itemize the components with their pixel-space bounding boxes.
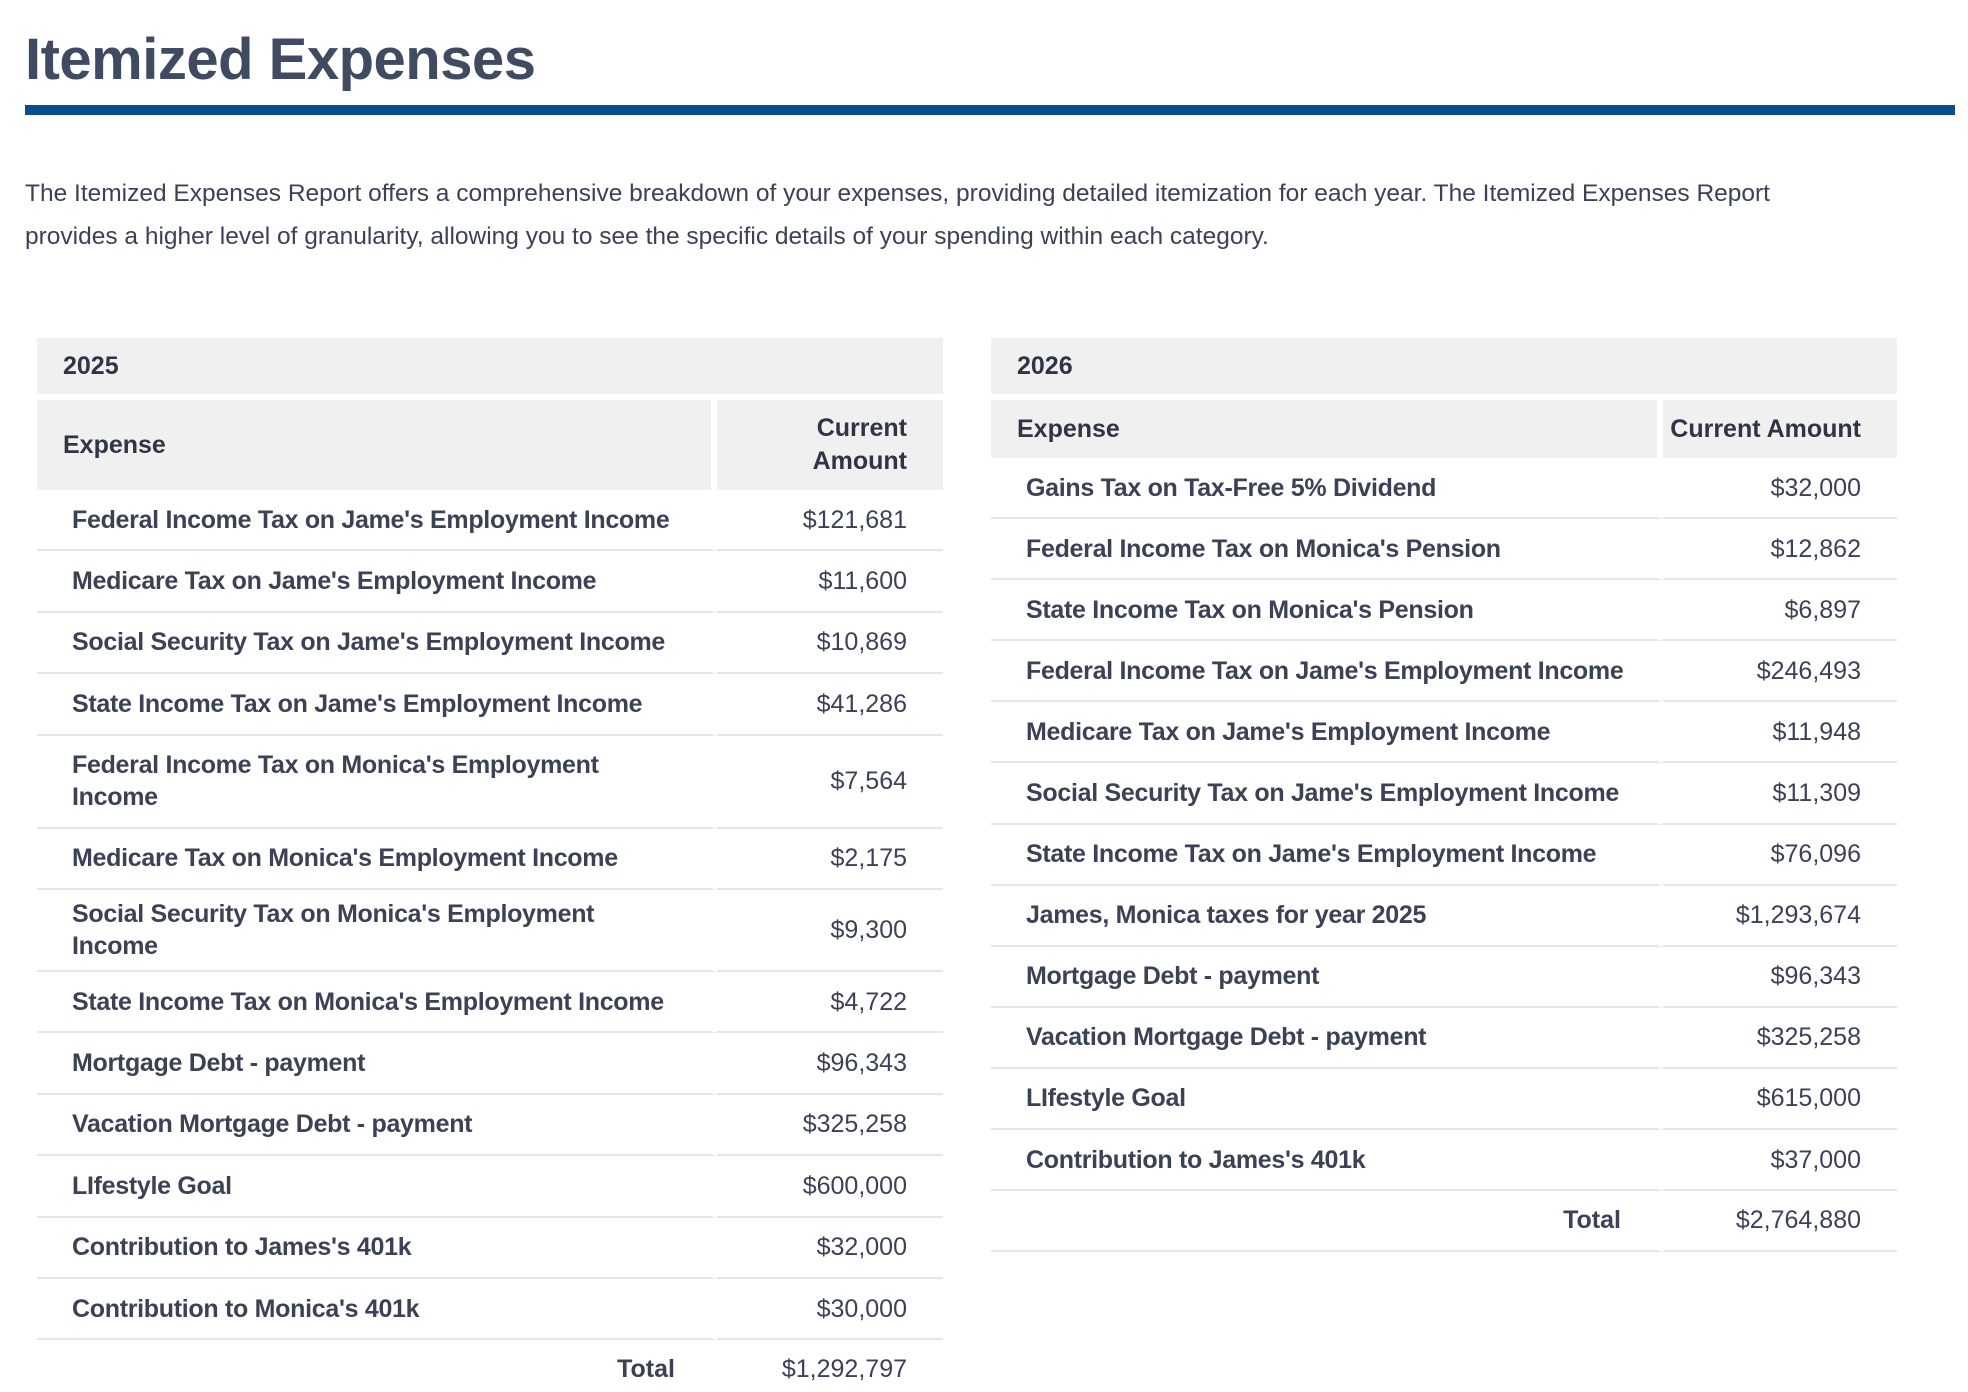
table-row: State Income Tax on Jame's Employment In… (37, 674, 943, 736)
table-year-label: 2025 (37, 338, 943, 394)
expense-name-cell: James, Monica taxes for year 2025 (991, 885, 1663, 947)
expense-amount-cell: $32,000 (717, 1218, 943, 1279)
table-header-row: Expense Current Amount (37, 400, 943, 490)
expense-name-cell: Medicare Tax on Jame's Employment Income (37, 551, 717, 613)
total-value: $1,292,797 (717, 1340, 943, 1392)
table-row: Contribution to Monica's 401k $30,000 (37, 1278, 943, 1341)
expense-name-cell: Medicare Tax on Monica's Employment Inco… (37, 828, 717, 890)
expense-amount-cell: $32,000 (1663, 458, 1897, 520)
expense-name-cell: Contribution to James's 401k (991, 1130, 1663, 1192)
expense-amount-cell: $246,493 (1663, 641, 1897, 703)
expense-amount-cell: $7,564 (717, 736, 943, 829)
total-value: $2,764,880 (1663, 1191, 1897, 1253)
expense-amount-cell: $76,096 (1663, 825, 1897, 886)
expense-name-cell: Social Security Tax on Jame's Employment… (991, 763, 1663, 825)
table-year-row: 2025 (37, 338, 943, 394)
expense-name-cell: Medicare Tax on Jame's Employment Income (991, 702, 1663, 764)
table-row: Medicare Tax on Jame's Employment Income… (37, 551, 943, 613)
expense-amount-cell: $325,258 (717, 1095, 943, 1157)
table-year-label: 2026 (991, 338, 1897, 394)
expense-name-cell: Mortgage Debt - payment (991, 946, 1663, 1008)
expense-amount-cell: $41,286 (717, 674, 943, 736)
expenses-table-2026: 2026 Expense Current Amount Gains Tax on… (991, 338, 1897, 1253)
column-header-expense: Expense (37, 400, 717, 490)
table-row: Federal Income Tax on Monica's Employmen… (37, 735, 943, 829)
expense-name-cell: Gains Tax on Tax-Free 5% Dividend (991, 458, 1663, 520)
expense-amount-cell: $96,343 (1663, 947, 1897, 1008)
page-title: Itemized Expenses (25, 27, 536, 92)
expense-amount-cell: $4,722 (717, 972, 943, 1034)
expense-amount-cell: $30,000 (717, 1279, 943, 1341)
table-row: Medicare Tax on Monica's Employment Inco… (37, 828, 943, 890)
table-row: State Income Tax on Monica's Employment … (37, 971, 943, 1034)
table-row: Federal Income Tax on Monica's Pension $… (991, 519, 1897, 581)
table-row: Federal Income Tax on Jame's Employment … (37, 490, 943, 552)
table-row: State Income Tax on Monica's Pension $6,… (991, 580, 1897, 642)
table-row: Mortgage Debt - payment $96,343 (37, 1033, 943, 1095)
table-row: Vacation Mortgage Debt - payment $325,25… (991, 1007, 1897, 1069)
expense-name-cell: Federal Income Tax on Jame's Employment … (991, 641, 1663, 703)
expense-name-cell: Federal Income Tax on Monica's Employmen… (37, 735, 717, 829)
expense-amount-cell: $9,300 (717, 890, 943, 972)
table-row: Contribution to James's 401k $32,000 (37, 1217, 943, 1279)
table-row: State Income Tax on Jame's Employment In… (991, 824, 1897, 886)
expense-amount-cell: $600,000 (717, 1156, 943, 1218)
expense-amount-cell: $325,258 (1663, 1008, 1897, 1069)
expense-name-cell: LIfestyle Goal (991, 1068, 1663, 1131)
column-header-expense: Expense (991, 400, 1663, 458)
column-header-current-amount: Current Amount (1663, 400, 1897, 458)
table-row: LIfestyle Goal $600,000 (37, 1156, 943, 1218)
expense-name-cell: State Income Tax on Monica's Pension (991, 580, 1663, 642)
column-header-current-amount: Current Amount (717, 400, 943, 490)
table-total-row: Total $1,292,797 (37, 1340, 943, 1392)
table-row: Social Security Tax on Monica's Employme… (37, 889, 943, 972)
expense-amount-cell: $37,000 (1663, 1130, 1897, 1192)
expense-amount-cell: $11,309 (1663, 763, 1897, 825)
table-row: James, Monica taxes for year 2025 $1,293… (991, 885, 1897, 947)
table-row: Medicare Tax on Jame's Employment Income… (991, 702, 1897, 764)
expense-name-cell: Mortgage Debt - payment (37, 1033, 717, 1095)
table-row: Federal Income Tax on Jame's Employment … (991, 641, 1897, 703)
expense-amount-cell: $11,600 (717, 551, 943, 613)
table-total-row: Total $2,764,880 (991, 1191, 1897, 1253)
table-year-row: 2026 (991, 338, 1897, 394)
report-description: The Itemized Expenses Report offers a co… (25, 180, 1770, 250)
expense-name-cell: State Income Tax on Monica's Employment … (37, 971, 717, 1034)
table-row: Gains Tax on Tax-Free 5% Dividend $32,00… (991, 458, 1897, 520)
expense-name-cell: Social Security Tax on Jame's Employment… (37, 612, 717, 675)
expense-name-cell: Contribution to Monica's 401k (37, 1278, 717, 1341)
table-row: Social Security Tax on Jame's Employment… (37, 612, 943, 675)
expense-name-cell: Federal Income Tax on Jame's Employment … (37, 490, 717, 552)
expense-amount-cell: $6,897 (1663, 580, 1897, 642)
title-divider (25, 105, 1955, 115)
expense-name-cell: Vacation Mortgage Debt - payment (991, 1007, 1663, 1069)
expense-amount-cell: $11,948 (1663, 702, 1897, 764)
expense-amount-cell: $1,293,674 (1663, 886, 1897, 947)
expense-amount-cell: $12,862 (1663, 519, 1897, 581)
expense-name-cell: State Income Tax on Jame's Employment In… (37, 674, 717, 736)
expense-name-cell: State Income Tax on Jame's Employment In… (991, 824, 1663, 886)
table-row: LIfestyle Goal $615,000 (991, 1068, 1897, 1131)
expenses-table-2025: 2025 Expense Current Amount Federal Inco… (37, 338, 943, 1392)
table-row: Contribution to James's 401k $37,000 (991, 1130, 1897, 1192)
expense-amount-cell: $10,869 (717, 613, 943, 675)
expense-name-cell: Contribution to James's 401k (37, 1217, 717, 1279)
expense-name-cell: Federal Income Tax on Monica's Pension (991, 519, 1663, 581)
expense-amount-cell: $615,000 (1663, 1069, 1897, 1131)
expense-amount-cell: $121,681 (717, 490, 943, 552)
table-row: Vacation Mortgage Debt - payment $325,25… (37, 1094, 943, 1157)
total-label: Total (991, 1191, 1663, 1253)
total-label: Total (37, 1340, 717, 1392)
table-header-row: Expense Current Amount (991, 400, 1897, 458)
expense-name-cell: LIfestyle Goal (37, 1156, 717, 1218)
expense-name-cell: Vacation Mortgage Debt - payment (37, 1094, 717, 1157)
table-row: Social Security Tax on Jame's Employment… (991, 763, 1897, 825)
expense-amount-cell: $96,343 (717, 1033, 943, 1095)
expense-name-cell: Social Security Tax on Monica's Employme… (37, 889, 717, 972)
expense-amount-cell: $2,175 (717, 829, 943, 890)
table-row: Mortgage Debt - payment $96,343 (991, 946, 1897, 1008)
